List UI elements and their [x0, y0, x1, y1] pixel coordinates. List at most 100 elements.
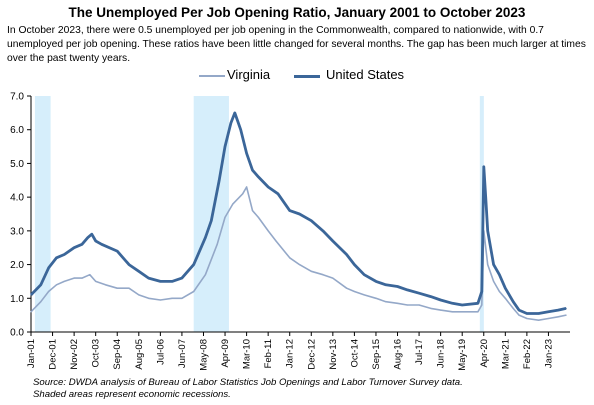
data-point-virginia — [193, 290, 195, 293]
data-point-united-states — [461, 304, 463, 306]
data-point-united-states — [30, 294, 32, 296]
data-point-virginia — [363, 294, 365, 296]
x-tick-label: Apr-20 — [479, 339, 490, 368]
data-point-virginia — [440, 309, 442, 311]
data-point-united-states — [526, 312, 528, 315]
chart-footer: Source: DWDA analysis of Bureau of Labor… — [33, 377, 463, 401]
data-point-united-states — [40, 284, 42, 286]
y-tick-label: 7.0 — [10, 92, 24, 103]
data-point-united-states — [87, 237, 89, 239]
data-point-united-states — [298, 213, 301, 215]
data-point-united-states — [322, 230, 324, 232]
data-point-virginia — [406, 304, 408, 306]
x-tick-label: May-19 — [457, 339, 468, 371]
data-point-united-states — [230, 122, 232, 124]
x-tick-label: Apr-09 — [220, 339, 231, 368]
y-tick-label: 3.0 — [10, 226, 24, 237]
data-point-united-states — [493, 264, 495, 266]
x-tick-label: Aug-05 — [134, 339, 145, 370]
data-point-united-states — [234, 112, 236, 114]
data-point-virginia — [89, 274, 91, 276]
data-point-united-states — [91, 233, 93, 235]
legend-label-virginia: Virginia — [227, 67, 271, 82]
data-point-united-states — [375, 280, 377, 282]
data-point-virginia — [518, 314, 520, 316]
data-point-united-states — [148, 277, 150, 279]
data-point-virginia — [477, 311, 479, 313]
data-point-united-states — [210, 220, 212, 222]
y-tick-label: 6.0 — [10, 125, 24, 136]
data-point-virginia — [181, 297, 183, 299]
data-point-virginia — [512, 307, 514, 309]
data-point-united-states — [557, 309, 559, 311]
legend: Virginia United States — [0, 67, 594, 85]
data-point-united-states — [430, 296, 432, 298]
x-tick-label: Mar-10 — [242, 339, 253, 369]
x-tick-label: Dec-01 — [48, 339, 59, 370]
data-point-united-states — [487, 230, 489, 232]
data-point-united-states — [48, 267, 50, 269]
y-tick-label: 4.0 — [10, 193, 24, 204]
data-point-virginia — [461, 311, 463, 313]
data-point-united-states — [193, 264, 195, 266]
data-point-virginia — [353, 290, 355, 293]
data-point-united-states — [353, 264, 355, 266]
data-point-united-states — [181, 277, 183, 279]
data-point-virginia — [451, 311, 453, 313]
data-point-united-states — [512, 301, 514, 303]
data-point-united-states — [246, 152, 248, 154]
data-point-virginia — [322, 274, 324, 276]
data-point-virginia — [526, 317, 528, 320]
data-point-virginia — [289, 257, 291, 259]
data-point-virginia — [242, 193, 244, 195]
data-point-virginia — [493, 280, 495, 282]
y-tick-label: 5.0 — [10, 159, 24, 170]
data-point-virginia — [55, 284, 58, 286]
recession-shading — [34, 96, 484, 332]
data-point-united-states — [440, 299, 442, 301]
data-point-virginia — [232, 203, 234, 205]
source-note: Source: DWDA analysis of Bureau of Labor… — [33, 377, 463, 388]
x-tick-label: Jan-12 — [285, 339, 296, 368]
x-tick-label: Jun-18 — [436, 339, 447, 368]
x-tick-label: Nov-13 — [328, 339, 339, 370]
data-point-united-states — [128, 264, 130, 266]
x-tick-label: Dec-12 — [306, 339, 317, 370]
data-point-united-states — [418, 292, 420, 294]
data-point-virginia — [95, 280, 97, 282]
data-point-united-states — [116, 250, 118, 252]
data-point-virginia — [104, 284, 107, 286]
x-tick-label: Jan-01 — [26, 339, 37, 368]
data-point-virginia — [504, 297, 506, 299]
x-tick-label: Jul-17 — [414, 339, 425, 365]
data-point-virginia — [310, 270, 312, 272]
y-tick-label: 0.0 — [10, 328, 24, 339]
x-tick-label: Nov-02 — [69, 339, 80, 370]
data-point-united-states — [95, 240, 97, 242]
data-point-virginia — [257, 216, 259, 218]
data-point-virginia — [481, 304, 483, 306]
data-point-united-states — [451, 302, 453, 304]
data-point-virginia — [418, 304, 420, 306]
data-point-united-states — [101, 243, 103, 245]
data-point-united-states — [289, 210, 291, 212]
data-point-virginia — [204, 274, 206, 276]
data-point-united-states — [332, 240, 334, 242]
data-point-virginia — [565, 314, 567, 316]
data-point-virginia — [538, 319, 540, 321]
data-point-united-states — [257, 176, 259, 178]
x-tick-label: Aug-16 — [393, 339, 404, 370]
data-point-virginia — [498, 290, 500, 293]
data-point-virginia — [375, 297, 377, 299]
data-point-virginia — [81, 277, 83, 279]
x-tick-label: Sep-15 — [371, 339, 382, 370]
data-point-united-states — [159, 280, 161, 282]
data-point-virginia — [396, 302, 399, 304]
data-point-virginia — [346, 287, 348, 289]
line-chart: 0.0 1.0 2.0 3.0 4.0 5.0 6.0 7.0 Jan-01 Dec-01 Nov-… — [10, 92, 570, 371]
data-point-united-states — [267, 186, 269, 188]
data-point-virginia — [63, 280, 65, 282]
data-point-united-states — [277, 193, 279, 195]
data-point-virginia — [159, 299, 161, 301]
x-tick-label: Oct-14 — [349, 339, 360, 368]
